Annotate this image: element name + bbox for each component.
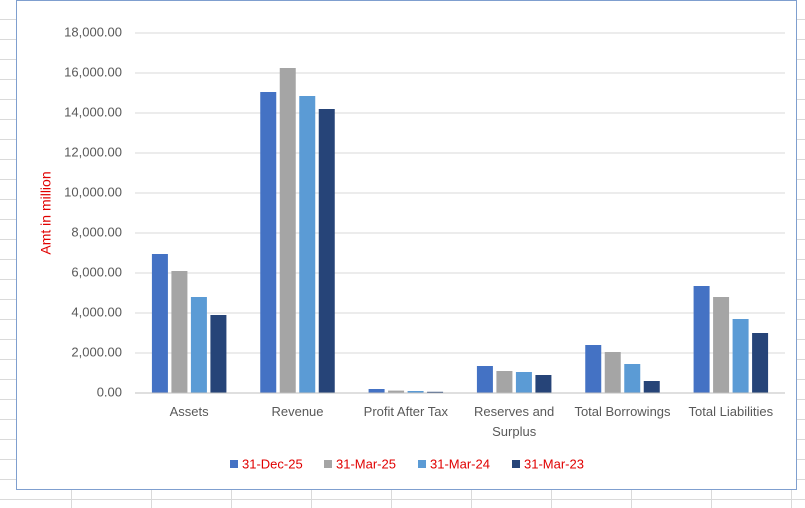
- x-tick-label-box: Assets: [169, 404, 209, 419]
- legend-label: 31-Mar-25: [336, 456, 396, 471]
- legend-label: 31-Mar-24: [430, 456, 490, 471]
- x-tick-label: Total Liabilities: [688, 404, 774, 419]
- x-tick-label-box: Revenue: [271, 404, 324, 419]
- legend-swatch: [418, 460, 426, 468]
- y-tick-label: 6,000.00: [71, 264, 122, 279]
- bar: [515, 372, 532, 393]
- bar: [713, 297, 730, 393]
- bar: [260, 92, 277, 393]
- legend-swatch: [324, 460, 332, 468]
- x-tick-label: Profit After Tax: [363, 404, 448, 419]
- bar: [210, 315, 227, 393]
- y-tick-label: 16,000.00: [64, 64, 122, 79]
- y-tick-label: 10,000.00: [64, 184, 122, 199]
- x-tick-label-box: Profit After Tax: [363, 404, 448, 419]
- bar: [624, 364, 641, 393]
- bar: [535, 375, 552, 393]
- bar: [643, 381, 660, 393]
- bar: [427, 391, 444, 393]
- bar: [407, 391, 424, 393]
- chart-area: [16, 0, 797, 490]
- y-tick-label: 4,000.00: [71, 304, 122, 319]
- bar: [693, 286, 710, 393]
- y-tick-label: 2,000.00: [71, 344, 122, 359]
- y-tick-label: 0.00: [97, 384, 122, 399]
- y-tick-label: 14,000.00: [64, 104, 122, 119]
- bar: [752, 333, 769, 393]
- x-tick-label: Revenue: [271, 404, 324, 419]
- bar: [476, 366, 493, 393]
- bar: [368, 389, 385, 393]
- bar: [299, 96, 316, 393]
- x-tick-label-box: Total Borrowings: [574, 404, 671, 419]
- y-tick-label: 8,000.00: [71, 224, 122, 239]
- bar: [585, 345, 602, 393]
- y-axis-title: Amt in million: [38, 171, 54, 254]
- bar: [388, 390, 405, 393]
- bar: [732, 319, 749, 393]
- bar: [151, 254, 168, 393]
- legend-swatch: [230, 460, 238, 468]
- x-tick-label-box: Reserves and Surplus: [474, 404, 555, 439]
- bar: [496, 371, 513, 393]
- bar: [190, 297, 207, 393]
- y-tick-label: 12,000.00: [64, 144, 122, 159]
- bar: [604, 352, 621, 393]
- legend-swatch: [512, 460, 520, 468]
- legend-label: 31-Mar-23: [524, 456, 584, 471]
- x-tick-label: Assets: [169, 404, 209, 419]
- x-tick-label-box: Total Liabilities: [688, 404, 774, 419]
- x-tick-label: Total Borrowings: [574, 404, 671, 419]
- bar: [171, 271, 188, 393]
- x-tick-label: Reserves and Surplus: [474, 404, 555, 439]
- bar: [318, 109, 335, 393]
- legend-label: 31-Dec-25: [242, 456, 303, 471]
- y-tick-label: 18,000.00: [64, 24, 122, 39]
- bar: [279, 68, 296, 393]
